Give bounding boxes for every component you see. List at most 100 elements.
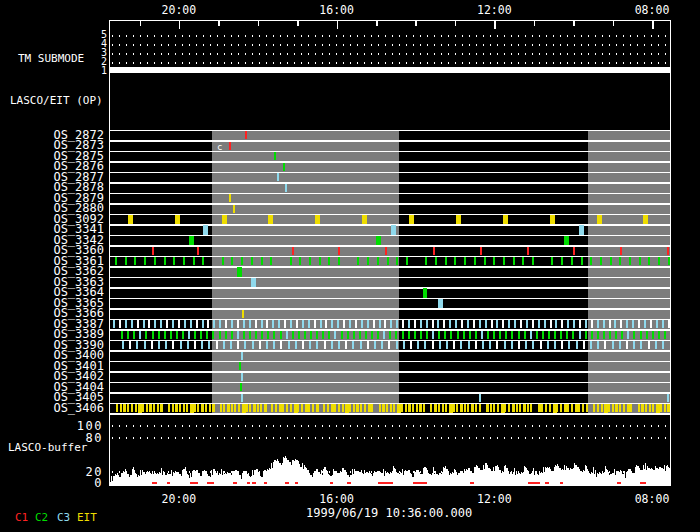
os-row-tick <box>184 320 186 328</box>
row-label: OS_3406 <box>20 403 104 415</box>
os-row-tick <box>220 404 222 412</box>
os-row-tick <box>513 257 515 265</box>
os-row-tick <box>115 257 117 265</box>
buffer-red-mark <box>528 482 540 484</box>
os-row-tick <box>135 404 137 412</box>
os-row-tick <box>655 341 657 349</box>
tm-submode-ytick: 1 <box>93 66 107 75</box>
os-row-tick <box>609 331 611 339</box>
tm-submode-dotted-line <box>112 62 668 64</box>
os-row-tick <box>491 320 493 328</box>
top-axis-tick <box>140 21 142 26</box>
row-separator-line <box>109 308 671 310</box>
os-row-tick <box>334 331 336 339</box>
os-row-tick <box>414 331 416 339</box>
os-row-tick <box>505 331 507 339</box>
os-row-tick <box>511 341 513 349</box>
os-row-tick <box>134 257 136 265</box>
os-row-tick <box>183 404 185 412</box>
os-row-tick <box>316 341 318 349</box>
os-row-tick <box>153 404 155 412</box>
os-row-tick <box>467 404 469 412</box>
os-row-tick <box>474 257 476 265</box>
os-row-tick <box>475 331 477 339</box>
os-row-tick <box>396 320 398 328</box>
legend-item-eit: EIT <box>77 511 97 524</box>
os-row-tick <box>590 257 592 265</box>
os-row-tick <box>152 247 154 255</box>
os-row-tick <box>620 247 622 255</box>
os-row-tick <box>480 247 482 255</box>
os-row-tick <box>667 394 669 402</box>
os-row-tick <box>457 331 459 339</box>
os-row-tick <box>479 320 481 328</box>
os-row-tick <box>237 341 239 349</box>
os-row-tick <box>518 331 520 339</box>
row-separator-line <box>109 350 671 352</box>
top-axis-label: 08:00 <box>622 3 682 17</box>
os-row-tick <box>667 404 670 412</box>
os-row-tick <box>650 320 652 328</box>
os-row-tick <box>490 404 492 412</box>
row-separator-line <box>109 203 671 205</box>
os-row-tick <box>597 341 599 349</box>
os-row-tick <box>261 257 263 265</box>
os-row-tick <box>360 341 362 349</box>
os-row-tick <box>432 320 434 328</box>
os-row-tick <box>414 320 416 328</box>
os-row-tick <box>208 341 210 349</box>
os-row-tick <box>308 320 310 328</box>
os-row-tick <box>356 404 359 412</box>
os-row-tick <box>249 320 251 328</box>
os-row-tick <box>362 215 367 225</box>
os-row-tick <box>554 331 556 339</box>
os-row-tick <box>652 404 654 412</box>
os-row-tick <box>131 404 133 412</box>
os-row-tick <box>408 331 410 339</box>
os-row-tick <box>497 404 499 412</box>
os-row-tick <box>270 257 272 265</box>
os-row-tick <box>388 341 390 349</box>
os-row-tick <box>129 341 131 349</box>
os-row-tick <box>251 278 256 288</box>
os-row-tick <box>274 152 276 160</box>
os-row-tick <box>461 320 463 328</box>
os-row-tick <box>464 404 466 412</box>
os-row-tick <box>164 257 166 265</box>
os-row-tick <box>493 257 495 265</box>
os-row-tick <box>475 341 477 349</box>
os-row-tick <box>568 341 570 349</box>
os-row-tick <box>364 404 366 412</box>
os-row-tick <box>550 320 552 328</box>
os-row-tick <box>603 320 605 328</box>
tm-submode-label: TM SUBMODE <box>18 52 84 65</box>
os-row-tick <box>222 257 224 265</box>
os-row-tick <box>403 341 405 349</box>
os-row-tick <box>360 404 362 412</box>
os-row-tick <box>170 331 172 339</box>
os-row-tick <box>320 320 322 328</box>
os-row-tick <box>591 331 593 339</box>
os-row-tick <box>231 257 233 265</box>
os-row-tick <box>154 320 156 328</box>
os-row-tick <box>585 331 587 339</box>
os-row-tick <box>393 404 395 412</box>
os-row-tick <box>658 331 660 339</box>
os-row-tick <box>484 257 486 265</box>
os-row-tick <box>241 352 243 360</box>
os-row-tick <box>255 331 257 339</box>
os-row-tick <box>264 404 267 412</box>
os-row-tick <box>646 331 648 339</box>
lasco-timeline-screen: TM SUBMODE LASCO/EIT (OP) LASCO-buffer 1… <box>0 0 700 532</box>
os-row-tick <box>571 404 573 412</box>
os-row-tick <box>158 341 160 349</box>
os-row-tick <box>197 247 199 255</box>
os-row-tick <box>186 404 188 412</box>
os-row-tick <box>585 320 587 328</box>
bottom-axis-label: 20:00 <box>149 492 209 506</box>
os-row-tick <box>391 225 396 235</box>
os-row-tick <box>341 331 343 339</box>
os-row-tick <box>357 257 359 265</box>
top-axis-label: 12:00 <box>464 3 524 17</box>
os-row-tick <box>444 331 446 339</box>
